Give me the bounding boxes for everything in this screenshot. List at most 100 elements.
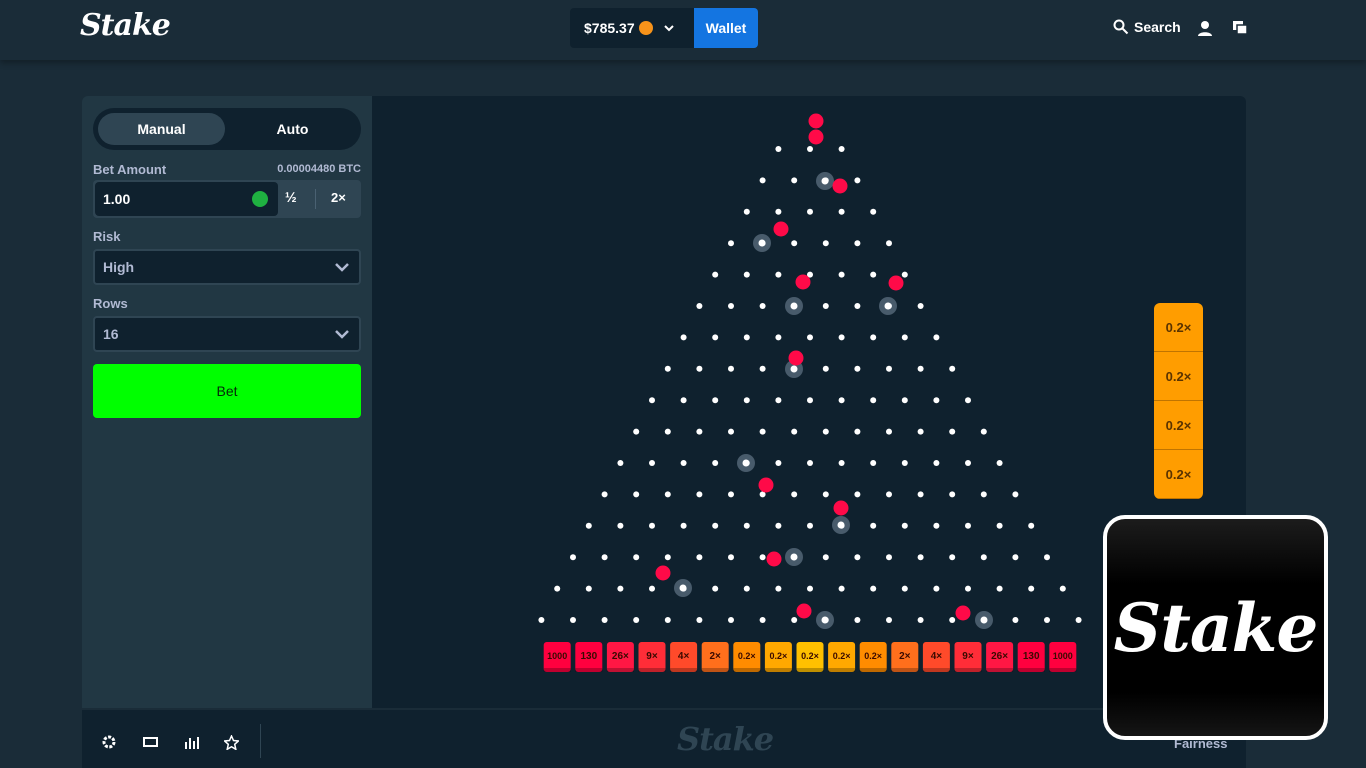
bet-button[interactable]: Bet	[93, 364, 361, 418]
peg	[933, 334, 940, 341]
btc-amount: 0.00004480 BTC	[277, 163, 361, 175]
peg	[838, 397, 845, 404]
peg	[601, 617, 608, 623]
peg	[980, 554, 987, 561]
bucket-box	[1049, 642, 1077, 672]
tab[interactable]: Auto	[276, 121, 309, 137]
peg	[996, 585, 1003, 592]
bucket-box	[575, 642, 603, 672]
peg	[996, 460, 1003, 466]
bucket-box	[764, 642, 792, 672]
recent-results: 0.2× 0.2× 0.2× 0.2×	[1154, 303, 1203, 499]
theatre-icon[interactable]	[143, 736, 158, 748]
peg	[854, 240, 861, 247]
peg	[854, 491, 861, 498]
overlay-logo: Stake	[1113, 588, 1319, 667]
peg	[854, 365, 861, 372]
peg	[822, 428, 829, 435]
logo[interactable]: Stake	[80, 8, 171, 43]
ball	[796, 603, 812, 619]
bucket-label: 0.2×	[770, 651, 788, 661]
bet-input[interactable]: 1.00	[95, 182, 278, 216]
rows-select[interactable]: 16	[93, 316, 361, 352]
multiplier-bucket: 2×	[701, 642, 729, 672]
risk-select[interactable]: High	[93, 249, 361, 285]
bucket-shadow	[1049, 668, 1077, 672]
ball	[758, 477, 774, 493]
bucket-shadow	[670, 668, 698, 672]
peg	[822, 240, 829, 247]
bucket-label: 26×	[991, 651, 1008, 662]
ball	[832, 178, 848, 194]
bucket-shadow	[954, 668, 982, 672]
peg	[696, 491, 703, 498]
balance-amount: $785.37	[584, 20, 635, 36]
peg	[1012, 554, 1019, 561]
peg	[838, 208, 845, 215]
bet-value: 1.00	[103, 191, 131, 207]
multiplier-bucket: 4×	[922, 642, 950, 672]
tab-bar: Manual Auto	[93, 108, 361, 150]
settings-icon[interactable]	[102, 735, 116, 749]
peg	[870, 334, 877, 341]
label: Risk	[93, 229, 121, 244]
peg	[696, 617, 703, 623]
search[interactable]: Search	[1113, 19, 1181, 35]
ball	[766, 551, 782, 567]
half-button[interactable]: ½	[285, 189, 297, 205]
peg	[870, 585, 877, 592]
peg	[570, 554, 576, 561]
stats-icon[interactable]	[184, 735, 199, 749]
peg	[585, 522, 592, 529]
double-button[interactable]: 2×	[331, 190, 346, 205]
ball	[773, 221, 789, 237]
peg	[822, 365, 829, 372]
peg	[617, 460, 624, 466]
peg	[759, 177, 766, 184]
peg	[1044, 617, 1050, 623]
wallet-button[interactable]: Wallet	[694, 8, 758, 48]
peg	[807, 397, 813, 404]
btc-icon	[638, 21, 653, 35]
peg	[775, 208, 782, 215]
recent-result: 0.2×	[1154, 401, 1203, 450]
peg	[870, 397, 877, 404]
balance[interactable]: $785.37	[570, 8, 694, 48]
tab[interactable]: Manual	[98, 113, 225, 145]
peg	[949, 491, 956, 498]
peg	[664, 365, 671, 372]
chat-icon[interactable]	[1232, 20, 1248, 36]
footer: Stake Fairness	[82, 710, 1246, 768]
peg	[759, 428, 766, 435]
peg	[775, 522, 782, 529]
peg	[633, 554, 640, 561]
bucket-shadow	[828, 668, 856, 672]
peg	[728, 554, 734, 561]
bucket-label: 0.2×	[864, 651, 882, 661]
bucket-box	[796, 642, 824, 672]
peg	[838, 460, 845, 466]
peg	[791, 491, 798, 498]
peg	[807, 271, 813, 278]
peg	[822, 491, 829, 498]
peg	[886, 554, 892, 561]
peg	[743, 334, 750, 341]
user-icon[interactable]	[1197, 20, 1213, 36]
peg	[759, 303, 766, 309]
peg	[901, 334, 908, 341]
peg	[886, 365, 892, 372]
peg	[728, 428, 734, 435]
peg	[775, 397, 782, 404]
bucket-shadow	[638, 668, 666, 672]
peg	[554, 585, 561, 592]
bucket-box	[638, 642, 666, 672]
peg	[917, 428, 924, 435]
peg	[933, 585, 940, 592]
multiplier-bucket: 9×	[638, 642, 666, 672]
peg	[775, 271, 782, 278]
peg	[649, 522, 655, 529]
favourite-icon[interactable]	[224, 735, 239, 750]
sidebar: Manual Auto Bet Amount 0.00004480 BTC 1.…	[82, 96, 372, 708]
peg	[886, 617, 892, 623]
